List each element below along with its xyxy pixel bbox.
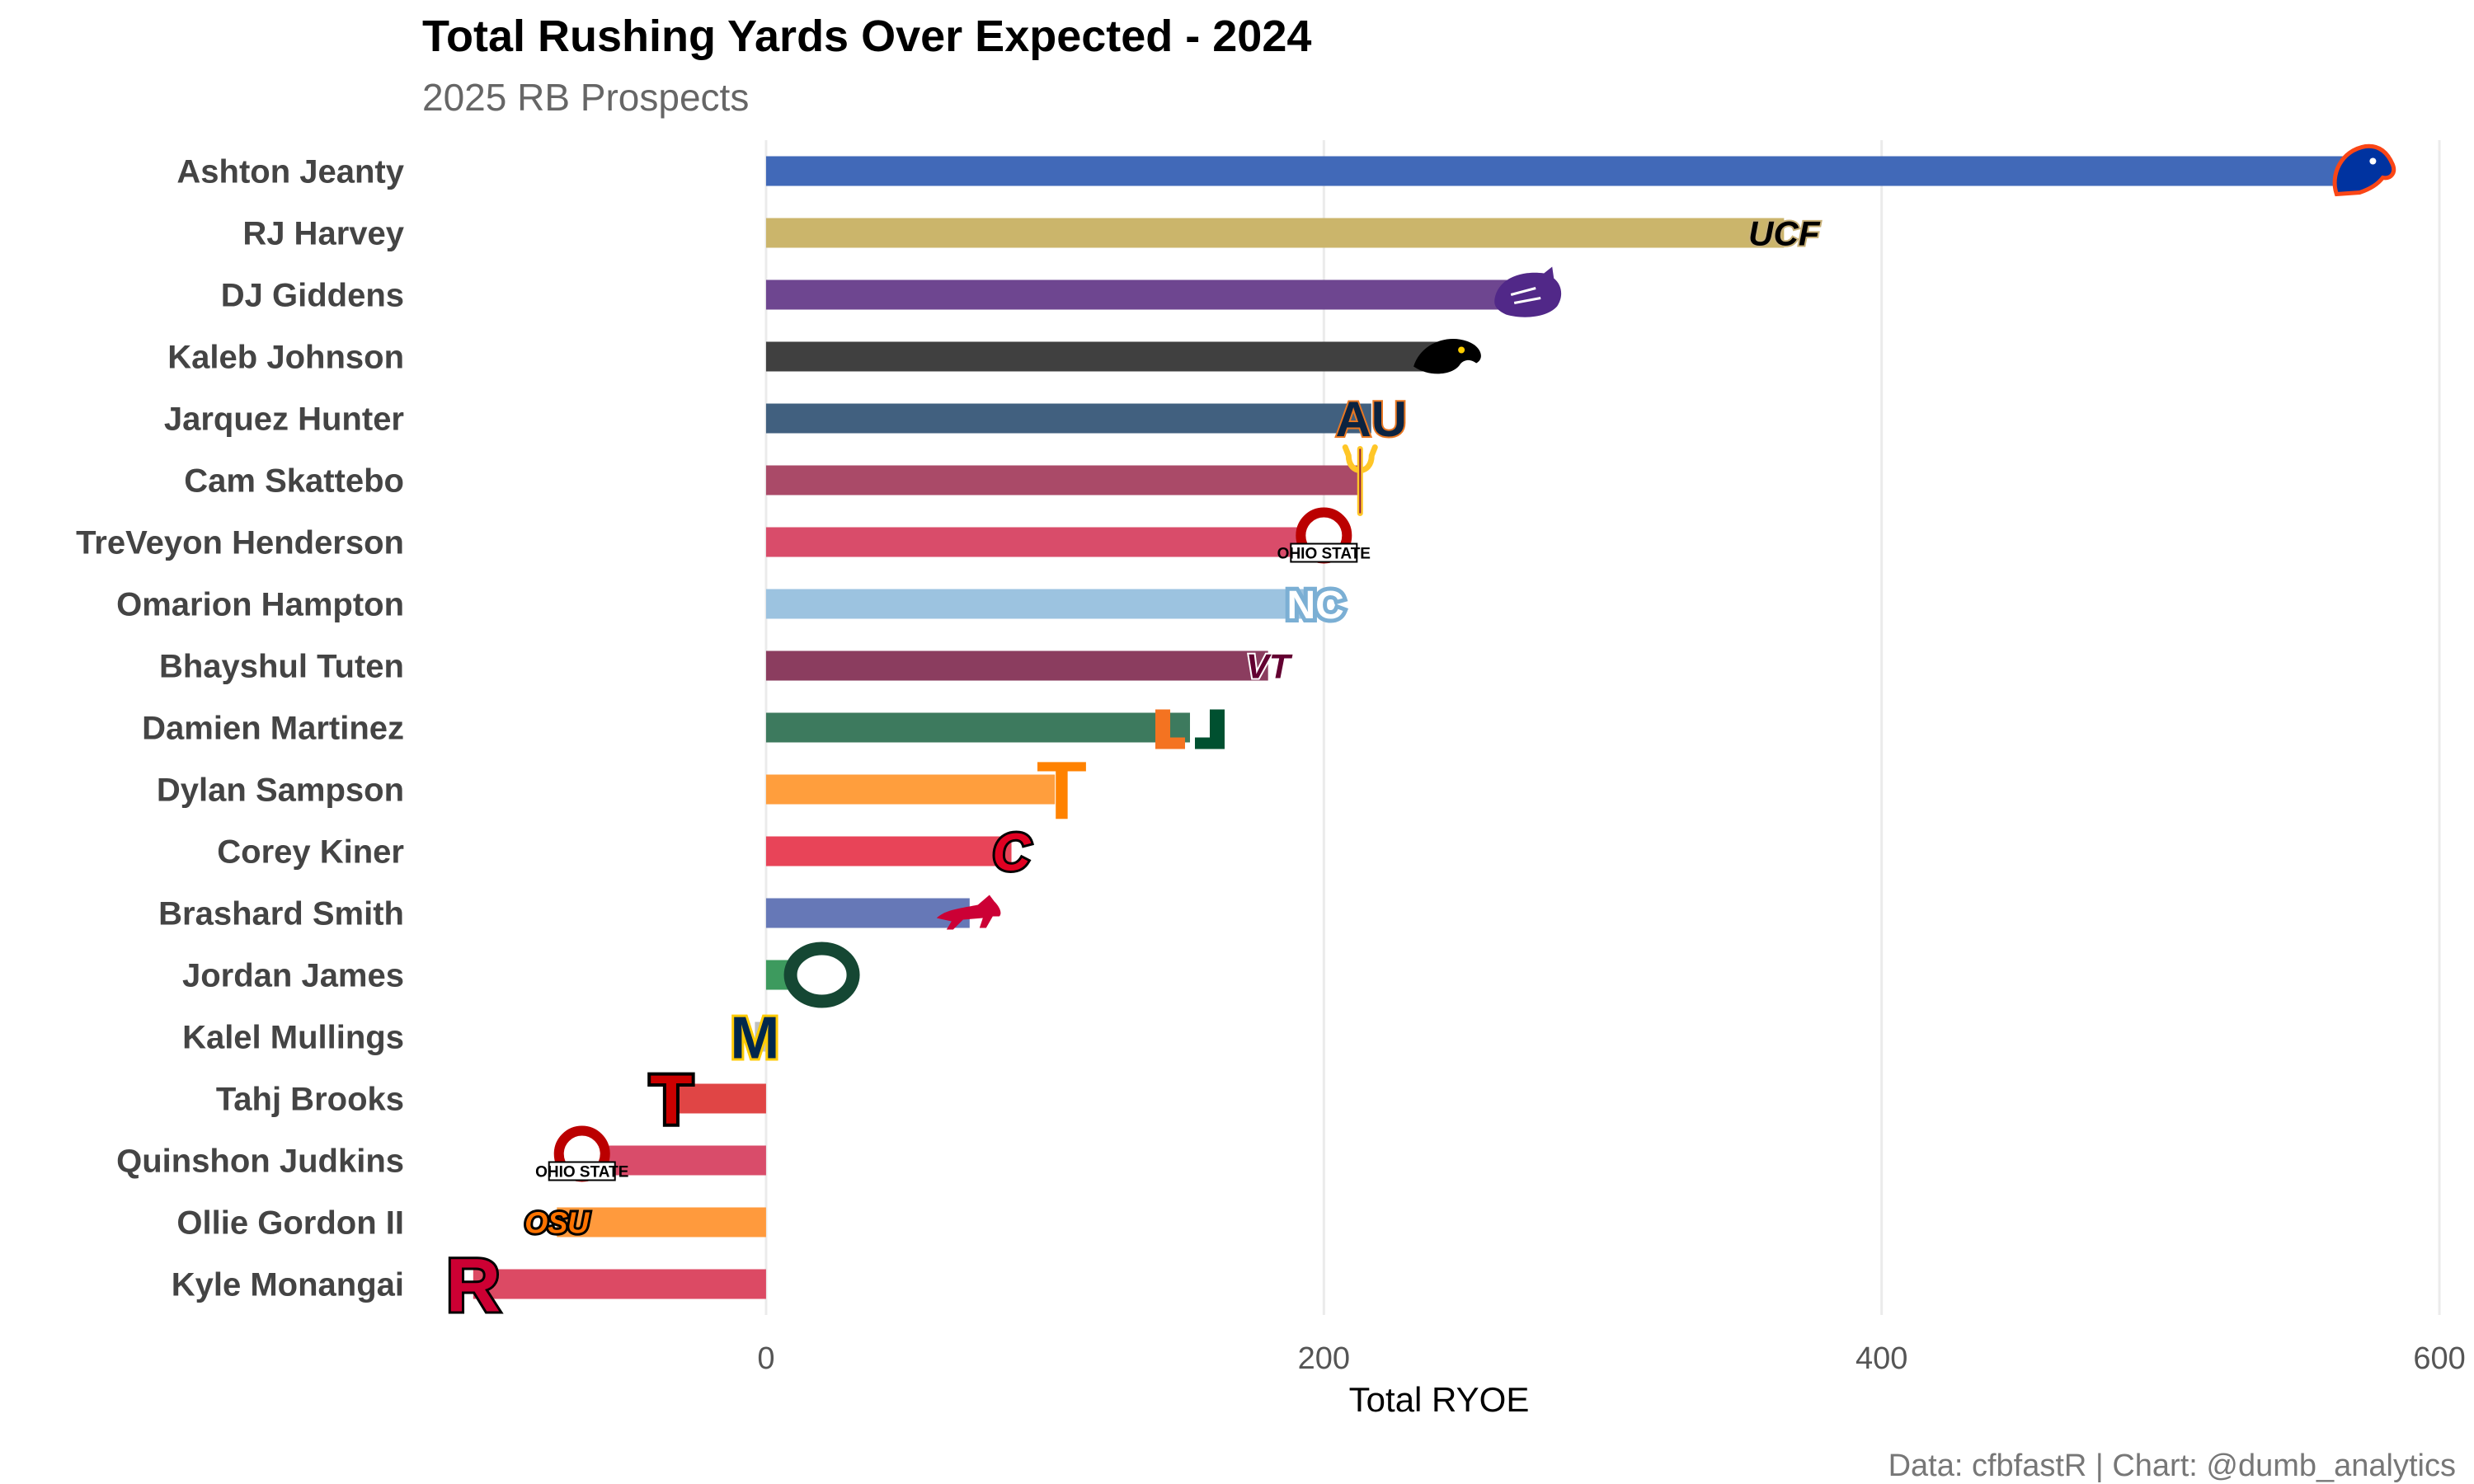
- hawkeye-icon: [1413, 338, 1481, 374]
- vt-logo-icon: VT: [1244, 646, 1295, 688]
- y-axis-label: Corey Kiner: [217, 834, 404, 871]
- x-tick-label: 600: [2413, 1341, 2465, 1376]
- y-axis-label: Tahj Brooks: [216, 1082, 404, 1118]
- y-axis-label: TreVeyon Henderson: [76, 525, 404, 561]
- bar: [557, 1207, 766, 1237]
- bar: [765, 898, 970, 928]
- auburn-logo-icon: AU: [1333, 390, 1409, 448]
- y-axis-label: DJ Giddens: [221, 278, 404, 314]
- svg-text:OHIO STATE: OHIO STATE: [1277, 546, 1371, 563]
- bar: [765, 774, 1062, 805]
- bar-layer: [473, 156, 2362, 1299]
- bar: [765, 650, 1268, 681]
- osu-logo-icon: OSU: [522, 1203, 592, 1242]
- y-axis-label: Ollie Gordon II: [176, 1205, 404, 1242]
- y-axis-label: RJ Harvey: [242, 216, 404, 252]
- svg-text:NC: NC: [1287, 584, 1344, 627]
- svg-text:T: T: [1037, 745, 1087, 838]
- svg-text:OHIO STATE: OHIO STATE: [535, 1164, 628, 1181]
- chart-caption: Data: cfbfastR | Chart: @dumb_analytics: [1888, 1449, 2456, 1483]
- chart-title: Total Rushing Yards Over Expected - 2024: [422, 12, 1311, 61]
- x-tick-label: 400: [1856, 1341, 1907, 1376]
- y-axis-label: Cam Skattebo: [184, 463, 404, 500]
- chart-subtitle: 2025 RB Prospects: [422, 76, 749, 119]
- ohio-state-logo-icon: OHIO STATE: [1277, 507, 1371, 564]
- ohio-state-logo-icon: OHIO STATE: [535, 1125, 628, 1182]
- bar: [755, 1021, 766, 1052]
- svg-text:R: R: [446, 1244, 501, 1328]
- tennessee-t-logo-icon: T: [1036, 744, 1088, 838]
- y-axis-label: Kalel Mullings: [182, 1020, 404, 1056]
- bronco-head-icon: [2332, 143, 2396, 197]
- y-axis-label: Omarion Hampton: [116, 587, 404, 623]
- bar: [765, 341, 1447, 372]
- x-tick-label: 0: [757, 1341, 774, 1376]
- pitchfork-icon: [1342, 444, 1378, 516]
- michigan-m-logo-icon: M: [727, 1003, 782, 1073]
- y-axis-label: Bhayshul Tuten: [159, 649, 404, 685]
- y-axis-label: Kyle Monangai: [172, 1267, 404, 1303]
- bar: [765, 527, 1324, 557]
- texas-tech-logo-icon: T: [647, 1058, 695, 1142]
- bar: [765, 465, 1361, 495]
- svg-text:UCF: UCF: [1748, 214, 1821, 253]
- x-axis-ticks: 0 200 400 600: [757, 1341, 2465, 1376]
- wildcat-head-icon: [1494, 266, 1562, 317]
- cincinnati-c-logo-icon: C: [990, 820, 1033, 885]
- svg-text:T: T: [650, 1061, 692, 1139]
- ucf-logo-icon: UCF: [1747, 213, 1823, 255]
- bar: [765, 836, 1012, 866]
- y-axis-label: Jordan James: [182, 958, 404, 994]
- nc-logo-icon: NC: [1283, 580, 1348, 632]
- y-axis-label: Ashton Jeanty: [176, 154, 404, 190]
- oregon-o-logo-icon: [783, 942, 860, 1008]
- y-axis-label: Damien Martinez: [142, 711, 404, 747]
- bar: [473, 1269, 766, 1299]
- y-axis-label: Dylan Sampson: [157, 773, 404, 809]
- bar: [765, 589, 1316, 619]
- y-axis-label: Kaleb Johnson: [167, 340, 404, 376]
- miami-u-logo-icon: [1155, 709, 1225, 749]
- y-axis-label: Quinshon Judkins: [116, 1144, 404, 1180]
- svg-text:AU: AU: [1335, 392, 1407, 447]
- mustang-icon: [936, 895, 1001, 930]
- y-axis-labels: Ashton Jeanty RJ Harvey DJ Giddens Kaleb Jo…: [76, 154, 405, 1303]
- bar: [765, 218, 1785, 248]
- y-axis-label: Brashard Smith: [158, 896, 404, 932]
- bar: [670, 1083, 766, 1114]
- bar: [765, 156, 2362, 186]
- rutgers-r-logo-icon: R: [444, 1242, 503, 1331]
- svg-text:OSU: OSU: [524, 1205, 590, 1239]
- x-axis-label: Total RYOE: [1349, 1380, 1530, 1419]
- svg-text:M: M: [730, 1005, 779, 1071]
- svg-text:C: C: [992, 823, 1031, 882]
- y-axis-label: Jarquez Hunter: [164, 402, 404, 438]
- bar: [765, 712, 1190, 743]
- bar: [765, 279, 1528, 310]
- svg-text:VT: VT: [1246, 647, 1293, 686]
- bar: [765, 403, 1371, 434]
- x-tick-label: 200: [1298, 1341, 1350, 1376]
